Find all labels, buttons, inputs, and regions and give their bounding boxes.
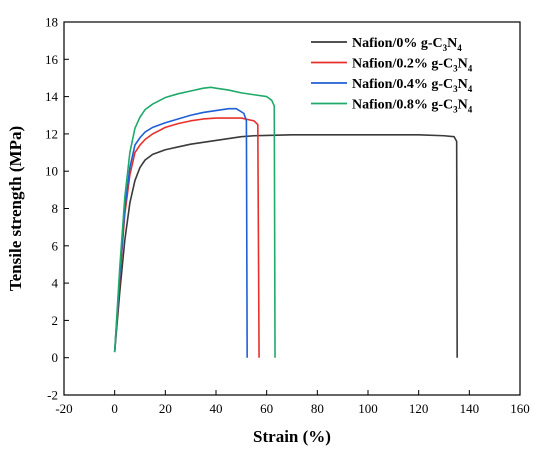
- x-tick-label: 160: [510, 401, 530, 416]
- legend-label-part: Nafion/0.4% g-C: [352, 77, 453, 92]
- legend-label-2: Nafion/0.4% g-C3N4: [352, 77, 473, 94]
- x-axis-title: Strain (%): [253, 427, 331, 446]
- legend-label-part: 3: [453, 105, 458, 115]
- legend-label-3: Nafion/0.8% g-C3N4: [352, 98, 473, 115]
- x-tick-label: 140: [460, 401, 480, 416]
- x-tick-label: -20: [55, 401, 72, 416]
- x-tick-label: 80: [311, 401, 324, 416]
- y-tick-label: 12: [45, 126, 58, 141]
- y-tick-label: 6: [52, 238, 59, 253]
- legend-label-part: 3: [453, 84, 458, 94]
- x-axis-ticks: -20 0 20 40 60 80 100 120 140 160: [55, 390, 530, 416]
- y-tick-label: 10: [45, 164, 58, 179]
- x-tick-label: 0: [111, 401, 118, 416]
- legend-label-0: Nafion/0% g-C3N4: [352, 36, 462, 53]
- legend-label-part: 3: [443, 43, 448, 53]
- y-tick-label: 8: [52, 201, 59, 216]
- x-tick-label: 100: [358, 401, 378, 416]
- legend-label-part: N: [458, 98, 468, 113]
- legend-label-part: 3: [453, 64, 458, 74]
- legend-label-part: Nafion/0.8% g-C: [352, 98, 453, 113]
- y-tick-label: 4: [52, 276, 59, 291]
- series-line-0: [113, 134, 458, 358]
- series-line-2: [113, 107, 248, 358]
- x-tick-label: 40: [210, 401, 223, 416]
- legend-label-part: N: [458, 77, 468, 92]
- x-tick-label: 20: [159, 401, 172, 416]
- series-line-1: [113, 117, 260, 358]
- legend-label-part: Nafion/0% g-C: [352, 36, 443, 51]
- legend-label-part: 4: [468, 105, 473, 115]
- y-tick-label: 14: [45, 89, 59, 104]
- y-tick-label: 2: [52, 313, 59, 328]
- y-tick-label: 0: [52, 350, 59, 365]
- x-tick-label: 120: [409, 401, 429, 416]
- legend-label-part: 4: [468, 84, 473, 94]
- legend-label-part: N: [447, 36, 457, 51]
- y-tick-label: 16: [45, 52, 59, 67]
- y-axis-title: Tensile strength (MPa): [6, 126, 25, 291]
- y-axis-ticks: -2 0 2 4 6 8 10 12 14 16 18: [45, 15, 69, 403]
- y-tick-label: -2: [47, 388, 58, 403]
- series-line-3: [113, 86, 276, 358]
- legend-label-part: Nafion/0.2% g-C: [352, 57, 453, 72]
- legend-label-1: Nafion/0.2% g-C3N4: [352, 57, 473, 74]
- y-tick-label: 18: [45, 15, 58, 30]
- x-tick-label: 60: [260, 401, 273, 416]
- legend-label-part: N: [458, 57, 468, 72]
- legend-label-part: 4: [468, 64, 473, 74]
- legend-label-part: 4: [457, 43, 462, 53]
- plot-lines: [113, 86, 458, 358]
